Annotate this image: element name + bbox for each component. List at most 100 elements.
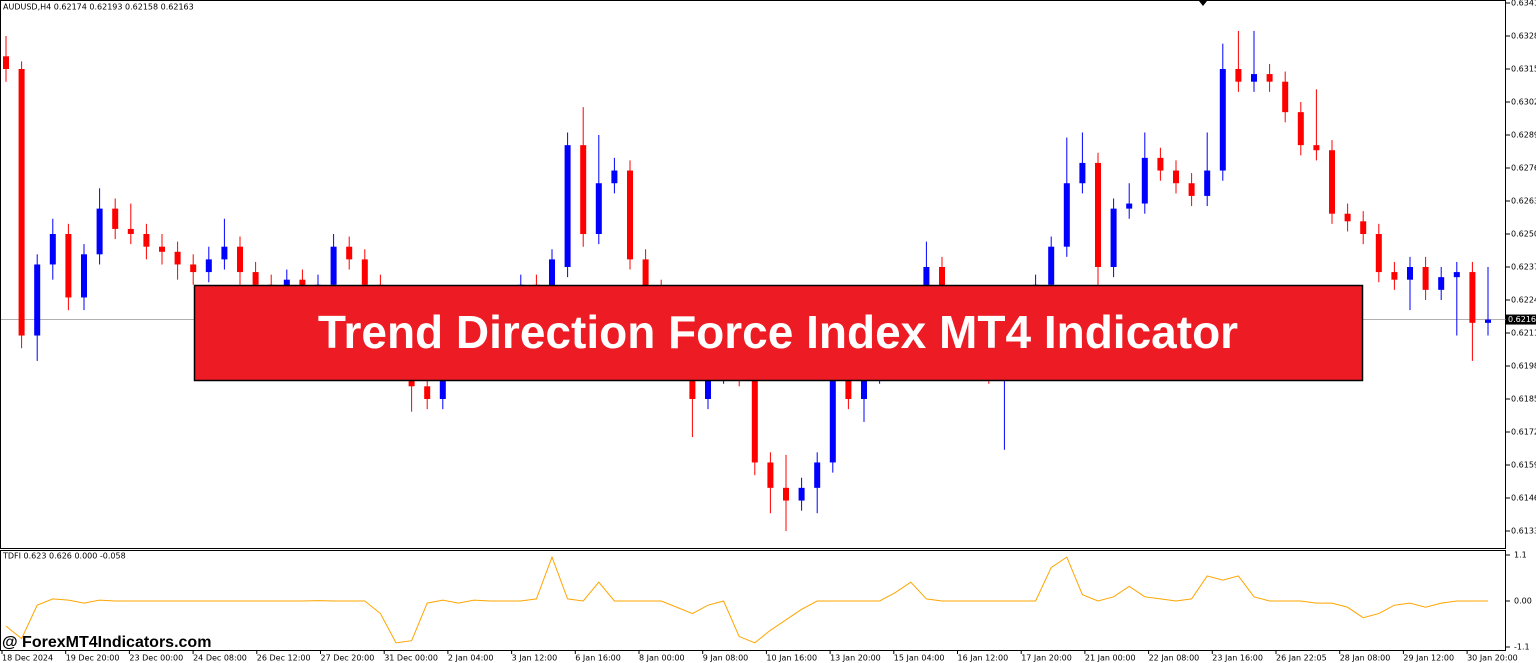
x-tick-label: 2 Jan 04:00	[448, 654, 494, 663]
candle-body	[1141, 157, 1148, 204]
y-tick-label: 0.61980	[1511, 362, 1536, 371]
candle-body	[798, 487, 805, 501]
candle-body	[1048, 246, 1055, 285]
candle-body	[1313, 145, 1320, 151]
candle-body	[143, 234, 150, 247]
y-tick-label: 0.62240	[1511, 296, 1536, 305]
y-tick-label: 0.63280	[1511, 32, 1536, 41]
y-tick-label: 0.63150	[1511, 65, 1536, 74]
candle-body	[252, 272, 259, 285]
x-tick-label: 10 Jan 16:00	[766, 654, 817, 663]
candle-body	[1095, 162, 1101, 267]
candle-body	[1485, 319, 1491, 323]
candle-body	[829, 360, 836, 463]
candle-body	[159, 246, 165, 252]
x-tick-label: 24 Dec 08:00	[193, 654, 247, 663]
candle-body	[174, 251, 181, 265]
candle-body	[1422, 267, 1429, 290]
candle-body	[923, 267, 930, 298]
candle-body	[1235, 69, 1242, 82]
x-tick-label: 19 Dec 20:00	[66, 654, 120, 663]
y-tick-label: 0.61850	[1511, 395, 1536, 404]
y-tick-label: 0.61590	[1511, 461, 1536, 470]
x-tick-label: 26 Jan 22:05	[1276, 654, 1327, 663]
candle-body	[580, 145, 587, 234]
candle-body	[549, 259, 555, 290]
candle-body	[705, 373, 711, 399]
candle-body	[1079, 162, 1086, 184]
candle-body	[237, 246, 243, 273]
y-tick-label: 0.62500	[1511, 230, 1536, 239]
candle-body	[1344, 213, 1351, 222]
x-tick-label: 6 Jan 16:00	[575, 654, 621, 663]
y-tick-label: 0.62630	[1511, 197, 1536, 206]
price-label-box	[1506, 314, 1536, 325]
candle-body	[424, 386, 431, 399]
candle-body	[205, 259, 212, 273]
y-tick-label: 1.1	[1514, 551, 1527, 560]
x-tick-label: 31 Dec 00:00	[384, 654, 438, 663]
candle-body	[18, 69, 25, 336]
candle-body	[1157, 157, 1164, 171]
candle-body	[221, 246, 228, 260]
candle-body	[1391, 272, 1398, 280]
candle-body	[1188, 183, 1195, 196]
main-pane	[0, 0, 1506, 549]
candle-body	[3, 56, 9, 69]
x-tick-label: 16 Jan 12:00	[958, 654, 1009, 663]
candle-body	[1407, 267, 1413, 280]
x-tick-label: 15 Jan 04:00	[894, 654, 945, 663]
banner-box	[193, 284, 1364, 382]
candle-body	[1282, 81, 1289, 113]
y-tick-label: 0.61720	[1511, 428, 1536, 437]
candle-body	[81, 254, 87, 298]
x-tick-label: 13 Jan 20:00	[830, 654, 881, 663]
y-tick-label: 0.63410	[1511, 0, 1536, 8]
x-tick-label: 23 Dec 00:00	[129, 654, 183, 663]
candle-body	[1251, 74, 1257, 82]
candle-body	[127, 228, 134, 234]
x-tick-label: 27 Dec 20:00	[321, 654, 375, 663]
banner-text: Trend Direction Force Index MT4 Indicato…	[318, 306, 1238, 358]
y-tick-label: 0.62760	[1511, 164, 1536, 173]
candle-body	[330, 246, 337, 285]
x-tick-label: 30 Jan 20:00	[1467, 654, 1518, 663]
candle-body	[1173, 170, 1179, 184]
candle-body	[346, 246, 353, 260]
x-tick-label: 23 Jan 16:00	[1212, 654, 1263, 663]
candle-body	[1453, 272, 1460, 278]
candle-body	[783, 487, 789, 501]
candle-body	[1110, 208, 1117, 267]
x-tick-label: 28 Jan 08:00	[1340, 654, 1391, 663]
candle-body	[1438, 277, 1445, 290]
candle-body	[861, 373, 867, 399]
candle-body	[96, 208, 103, 255]
candle-body	[1219, 69, 1226, 171]
candle-body	[65, 234, 72, 298]
indicator-title: TDFI 0.623 0.626 0.000 -0.058	[2, 552, 126, 561]
x-tick-label: 22 Jan 08:00	[1149, 654, 1200, 663]
candle-body	[642, 259, 649, 290]
candle-body	[814, 462, 821, 488]
candle-body	[1469, 272, 1476, 323]
y-tick-label: 0.62890	[1511, 131, 1536, 140]
candle-body	[361, 259, 368, 285]
candle-body	[767, 462, 774, 488]
candle-body	[627, 170, 633, 260]
x-tick-label: 18 Dec 2024	[2, 654, 53, 663]
y-tick-label: 0.62370	[1511, 263, 1536, 272]
candle-body	[1297, 112, 1304, 146]
x-tick-label: 29 Jan 12:00	[1403, 654, 1454, 663]
y-tick-label: 0.61330	[1511, 527, 1536, 536]
candle-body	[49, 234, 56, 265]
candle-body	[939, 267, 945, 298]
x-tick-label: 8 Jan 00:00	[639, 654, 685, 663]
candle-body	[751, 360, 758, 463]
candle-body	[564, 145, 571, 267]
y-tick-label: 0.63020	[1511, 98, 1536, 107]
candle-body	[112, 208, 119, 229]
candle-body	[1329, 150, 1335, 214]
candle-body	[595, 183, 602, 234]
y-tick-label: 0.61460	[1511, 494, 1536, 503]
x-tick-label: 26 Dec 12:00	[257, 654, 311, 663]
